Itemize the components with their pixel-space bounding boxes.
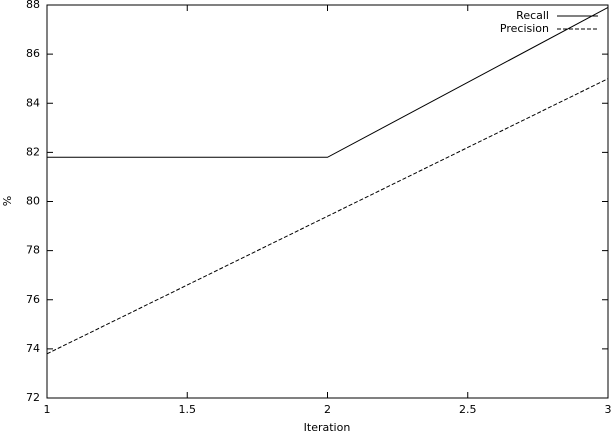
y-tick-label: 74 [26,342,40,355]
y-tick-label: 86 [26,47,40,60]
x-tick-label: 1.5 [179,403,197,416]
legend-label: Recall [516,9,549,22]
x-tick-label: 2.5 [459,403,477,416]
y-tick-label: 84 [26,96,40,109]
plot-frame [46,4,609,399]
x-tick-label: 1 [44,403,51,416]
y-tick-label: 76 [26,293,40,306]
x-tick-label: 2 [324,403,331,416]
y-tick-label: 72 [26,391,40,404]
legend-label: Precision [500,22,549,35]
y-tick-label: 82 [26,145,40,158]
y-tick-label: 88 [26,0,40,11]
y-axis-label: % [1,196,14,206]
y-tick-label: 80 [26,195,40,208]
x-tick-label: 3 [605,403,612,416]
series-line [47,7,609,158]
y-tick-label: 78 [26,244,40,257]
x-axis-label: Iteration [304,421,351,434]
series-line [46,78,609,355]
